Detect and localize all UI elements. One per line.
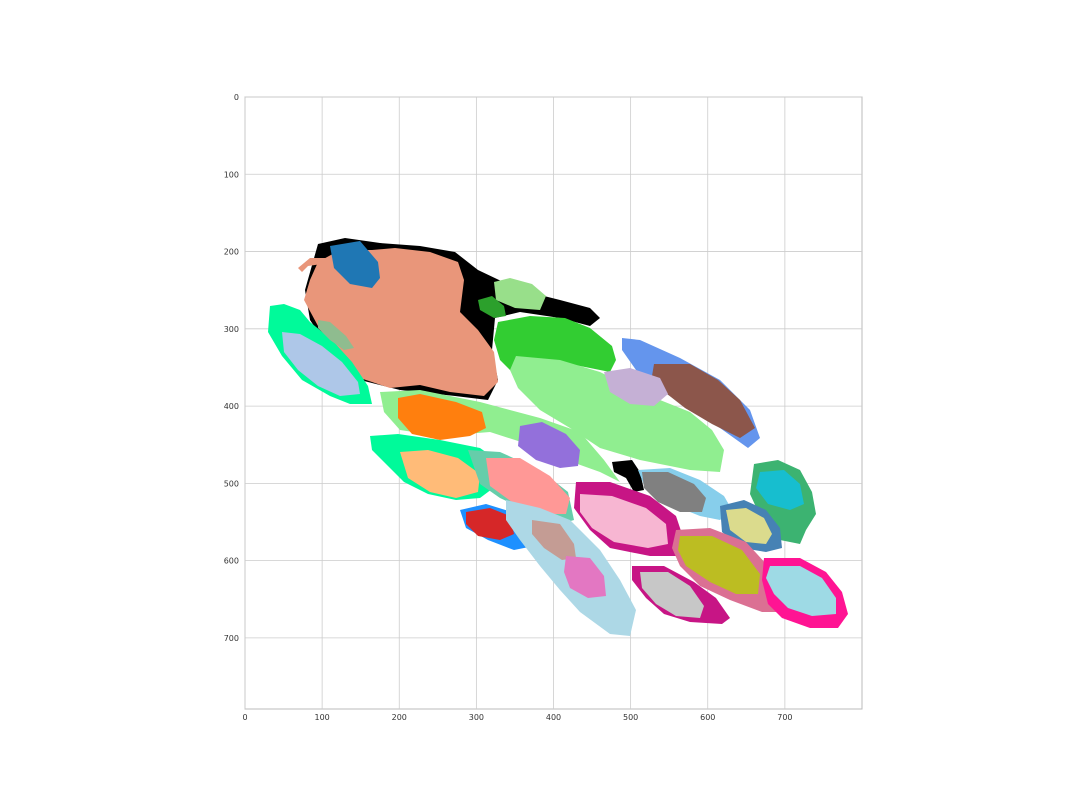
region-pink [580, 494, 668, 548]
y-tick-label: 300 [224, 325, 239, 334]
y-tick-label: 600 [224, 557, 239, 566]
y-tick-label: 100 [224, 170, 239, 179]
x-tick-label: 0 [242, 713, 247, 722]
region-blue [330, 241, 380, 288]
region-brown [652, 364, 755, 438]
x-tick-label: 700 [777, 713, 792, 722]
x-tick-label: 600 [700, 713, 715, 722]
region-rosybrown [532, 520, 576, 560]
x-axis-tick-labels: 0 100 200 300 400 500 600 700 [242, 713, 792, 722]
segmentation-regions [268, 238, 848, 636]
x-tick-label: 100 [314, 713, 329, 722]
region-silver [640, 572, 704, 618]
x-tick-label: 300 [469, 713, 484, 722]
region-lightsteel [282, 332, 360, 396]
region-orange [398, 394, 486, 440]
x-tick-label: 200 [392, 713, 407, 722]
y-tick-label: 400 [224, 402, 239, 411]
region-green-small [478, 296, 506, 318]
x-tick-label: 500 [623, 713, 638, 722]
region-darksalmon-tail [298, 258, 326, 272]
y-axis-tick-labels: 0 100 200 300 400 500 600 700 [224, 93, 239, 643]
region-khaki [726, 508, 772, 544]
region-gray [642, 472, 706, 512]
region-lightgreen-top [494, 278, 546, 310]
region-black-small-1 [612, 460, 644, 492]
region-darkseagreen-small [318, 320, 354, 350]
y-tick-label: 200 [224, 248, 239, 257]
region-olive [678, 536, 760, 594]
region-mediumpurple [518, 422, 580, 468]
region-lightcoral [486, 458, 570, 514]
region-powderblue [766, 566, 836, 616]
region-orchid [564, 556, 606, 598]
region-peach [400, 450, 480, 498]
region-lightgreen-big [510, 356, 724, 472]
y-tick-label: 700 [224, 634, 239, 643]
region-thistle [604, 368, 668, 406]
y-tick-label: 500 [224, 479, 239, 488]
region-darkturquoise [756, 470, 804, 510]
region-darksalmon [304, 248, 498, 396]
region-red [466, 508, 514, 540]
y-tick-label: 0 [234, 93, 239, 102]
x-tick-label: 400 [546, 713, 561, 722]
